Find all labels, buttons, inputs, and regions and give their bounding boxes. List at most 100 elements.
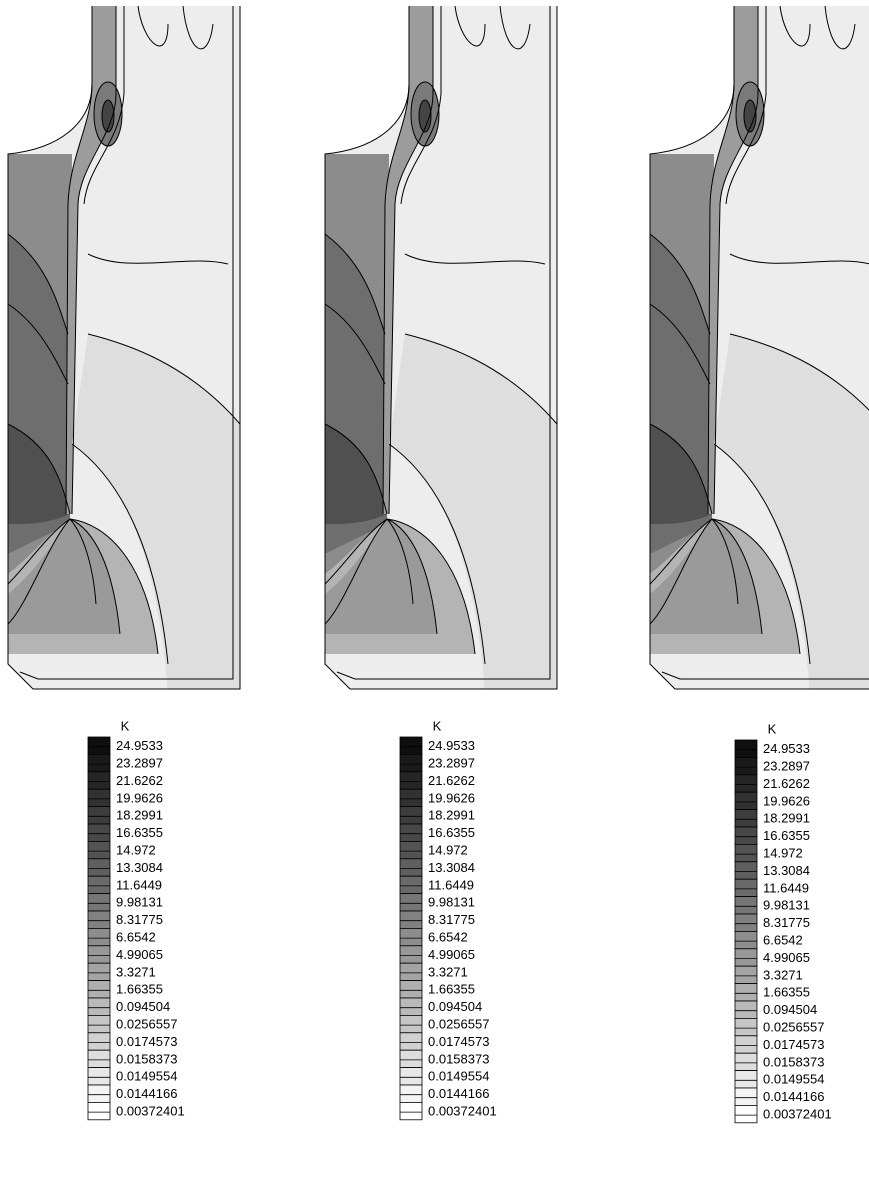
legend-swatch [88,946,110,963]
legend-label: 0.0256557 [763,1020,824,1035]
legend-label: 23.2897 [763,759,810,774]
legend-title: K [121,718,130,733]
legend-swatch [735,897,757,914]
legend-label: 19.9626 [763,793,810,808]
legend-label: 21.6262 [428,773,475,788]
legend-label: 13.3084 [428,860,475,875]
legend-swatch [400,946,422,963]
legend-swatch [88,789,110,806]
legend-swatch [400,1068,422,1085]
legend-label: 0.0149554 [763,1072,824,1087]
legend-swatch [400,876,422,893]
legend-label: 19.9626 [428,790,475,805]
legend-label: 0.094504 [428,999,482,1014]
legend-swatch [88,1068,110,1085]
legend-swatch [735,862,757,879]
legend-label: 0.00372401 [763,1107,832,1122]
legend-label: 0.0149554 [428,1069,489,1084]
legend-swatch [88,894,110,911]
legend-swatch [735,1105,757,1122]
legend-swatch [400,1085,422,1102]
legend-swatch [735,879,757,896]
legend-swatch [88,737,110,754]
legend-swatch [400,754,422,771]
legend-label: 24.9533 [763,741,810,756]
legend-swatch [735,949,757,966]
legend-label: 3.3271 [763,967,803,982]
legend-swatch [400,1102,422,1119]
legend-swatch [735,740,757,757]
legend-swatch [400,1015,422,1032]
legend-label: 0.0174573 [428,1034,489,1049]
legend-label: 18.2991 [428,808,475,823]
legend-title: K [768,721,777,736]
contour-plot [650,4,869,694]
legend-swatch [400,859,422,876]
legend-swatch [88,754,110,771]
legend-label: 0.0149554 [116,1069,177,1084]
legend-swatch [735,775,757,792]
legend-label: 0.00372401 [428,1104,497,1119]
figure: K 24.9533 23.2897 21.6262 19.9626 18.2991 16.6… [0,0,869,1183]
legend-swatch [400,963,422,980]
legend-swatch [88,1085,110,1102]
legend-label: 16.6355 [763,828,810,843]
legend-label: 6.6542 [428,930,468,945]
legend-label: 13.3084 [116,860,163,875]
legend-label: 1.66355 [116,982,163,997]
legend-label: 13.3084 [763,863,810,878]
legend-label: 0.0174573 [116,1034,177,1049]
legend-swatch [88,859,110,876]
legend-swatch [400,911,422,928]
legend-swatch [735,827,757,844]
legend-label: 3.3271 [116,964,156,979]
legend-swatch [88,1015,110,1032]
legend-label: 6.6542 [116,930,156,945]
contour-plot [8,4,240,694]
legends: K 24.9533 23.2897 21.6262 19.9626 18.2991 16.6… [88,718,832,1122]
legend-label: 24.9533 [428,738,475,753]
legend-swatch [735,1053,757,1070]
legend-label: 1.66355 [763,985,810,1000]
legend-swatch [400,807,422,824]
legend-title: K [433,718,442,733]
legend-label: 16.6355 [116,825,163,840]
legend-swatch [88,1033,110,1050]
legend-label: 8.31775 [763,915,810,930]
legend-swatch [88,824,110,841]
contour-plot [325,4,557,694]
legend-swatch [735,984,757,1001]
legend-label: 0.0144166 [763,1089,824,1104]
legend-swatch [400,772,422,789]
legend-swatch [400,1033,422,1050]
legend-swatch [735,1001,757,1018]
legend-label: 24.9533 [116,738,163,753]
legend-swatch [735,792,757,809]
legend-swatch [735,1071,757,1088]
legend-swatch [735,1018,757,1035]
legend-swatch [400,894,422,911]
legend-label: 11.6449 [428,877,474,892]
legend-label: 0.0256557 [428,1017,489,1032]
legend-swatch [735,1088,757,1105]
legend-swatch [735,931,757,948]
legend-swatch [88,772,110,789]
legend-label: 23.2897 [428,756,475,771]
legend-swatch [88,876,110,893]
legend-label: 11.6449 [763,880,809,895]
legend-label: 0.00372401 [116,1104,185,1119]
legend-label: 9.98131 [763,898,810,913]
legend-swatch [88,1050,110,1067]
legend-label: 0.0158373 [763,1054,824,1069]
legend-label: 9.98131 [116,895,163,910]
legend-swatch [400,737,422,754]
legend-label: 0.094504 [763,1002,817,1017]
legend-label: 14.972 [116,843,156,858]
legend-label: 0.0144166 [116,1086,177,1101]
legend-label: 21.6262 [116,773,163,788]
legend-label: 4.99065 [116,947,163,962]
legend-label: 0.0256557 [116,1017,177,1032]
legend-swatch [88,928,110,945]
legend-label: 0.0158373 [116,1051,177,1066]
legend-label: 0.0158373 [428,1051,489,1066]
